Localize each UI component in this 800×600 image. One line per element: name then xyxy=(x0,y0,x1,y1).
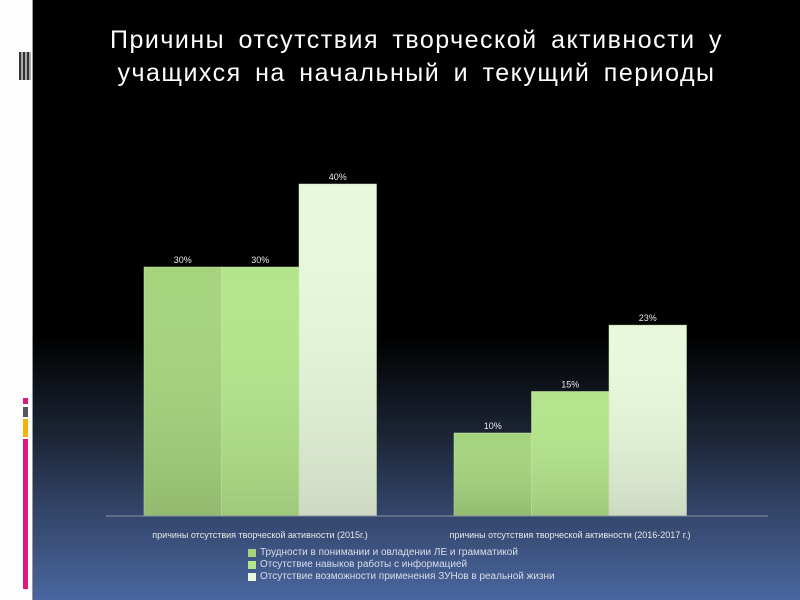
decor-pink-small xyxy=(23,398,28,404)
data-label: 23% xyxy=(639,313,657,323)
bar-shade xyxy=(221,267,299,516)
x-tick-label: причины отсутствия творческой активности… xyxy=(152,530,367,540)
bar-shade xyxy=(531,391,609,516)
legend-label: Трудности в понимании и овладении ЛЕ и г… xyxy=(260,547,518,558)
bar-shade xyxy=(299,184,377,516)
decor-orange xyxy=(23,419,28,437)
legend-swatch xyxy=(248,561,256,569)
slide-title: Причины отсутствия творческой активности… xyxy=(33,24,800,90)
decor-gray xyxy=(23,407,28,417)
legend-label: Отсутствие возможности применения ЗУНов … xyxy=(260,571,555,582)
data-label: 10% xyxy=(484,421,502,431)
legend-item: Отсутствие навыков работы с информацией xyxy=(248,559,555,571)
chart-legend: Трудности в понимании и овладении ЛЕ и г… xyxy=(248,547,555,583)
decor-bars-icon xyxy=(19,52,31,80)
slide-thumbnail-strip xyxy=(0,0,33,600)
data-label: 30% xyxy=(174,255,192,265)
legend-item: Трудности в понимании и овладении ЛЕ и г… xyxy=(248,547,555,559)
legend-swatch xyxy=(248,573,256,581)
title-line-2: учащихся на начальный и текущий периоды xyxy=(117,59,716,87)
x-tick-label: причины отсутствия творческой активности… xyxy=(450,530,691,540)
bar-shade xyxy=(609,325,687,516)
decor-pink-long xyxy=(23,439,28,589)
data-label: 15% xyxy=(561,380,579,390)
title-line-1: Причины отсутствия творческой активности… xyxy=(110,26,723,54)
bar-shade xyxy=(454,433,532,516)
legend-item: Отсутствие возможности применения ЗУНов … xyxy=(248,571,555,583)
data-label: 40% xyxy=(329,172,347,182)
legend-swatch xyxy=(248,549,256,557)
legend-label: Отсутствие навыков работы с информацией xyxy=(260,559,468,570)
data-label: 30% xyxy=(251,255,269,265)
bar-shade xyxy=(144,267,222,516)
